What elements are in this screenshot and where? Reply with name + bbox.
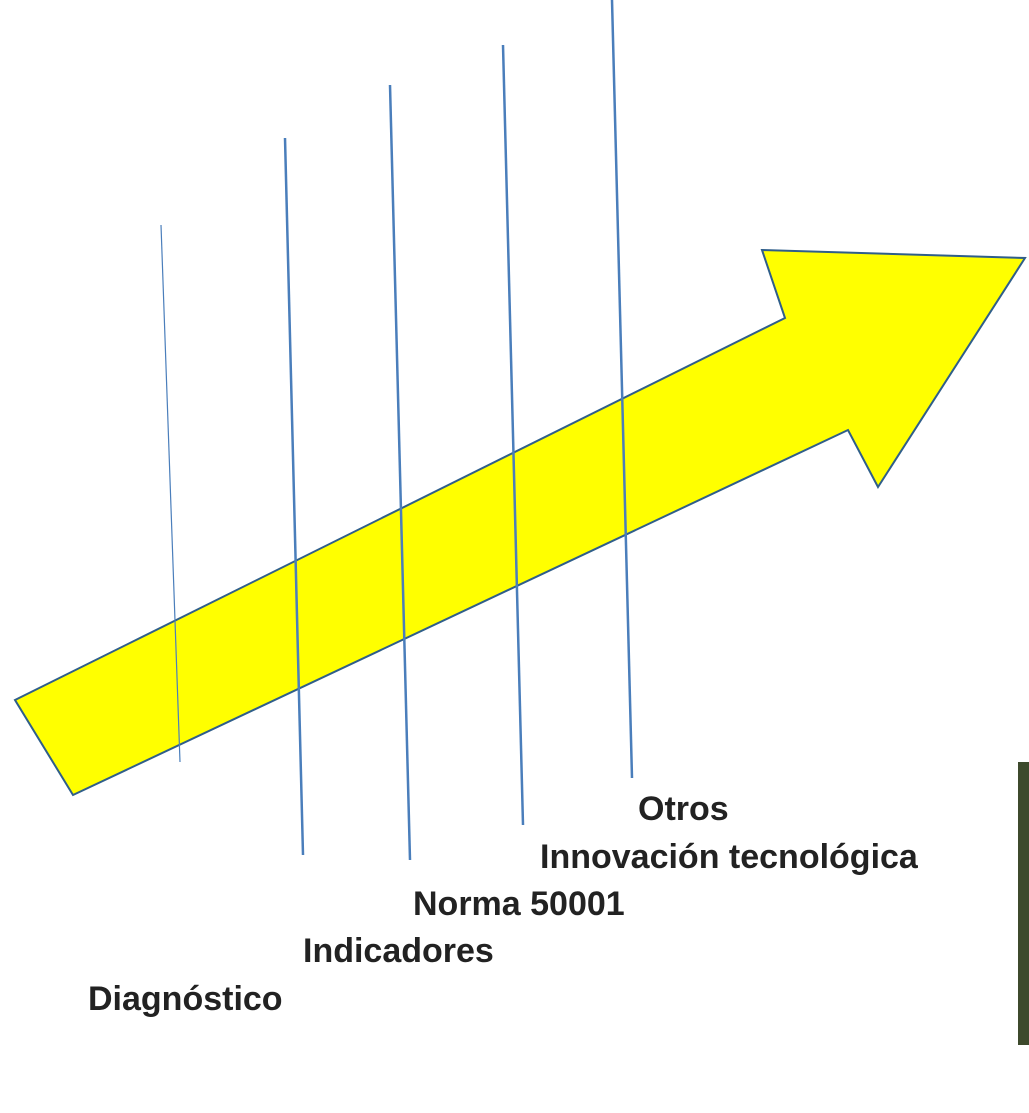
stage-line	[390, 85, 410, 860]
stage-label: Indicadores	[303, 932, 494, 970]
stage-label: Norma 50001	[413, 885, 625, 923]
stage-label: Innovación tecnológica	[540, 838, 919, 876]
diagram: Diagnóstico Indicadores Norma 50001 Inno…	[0, 0, 1029, 1113]
stage-label: Otros	[638, 790, 729, 828]
stage-line	[503, 45, 523, 825]
stage-line	[285, 138, 303, 855]
photo	[1018, 762, 1029, 1045]
stage-line	[612, 0, 632, 778]
stage-label: Diagnóstico	[88, 980, 283, 1018]
page: Diagnóstico Indicadores Norma 50001 Inno…	[0, 0, 1029, 1113]
